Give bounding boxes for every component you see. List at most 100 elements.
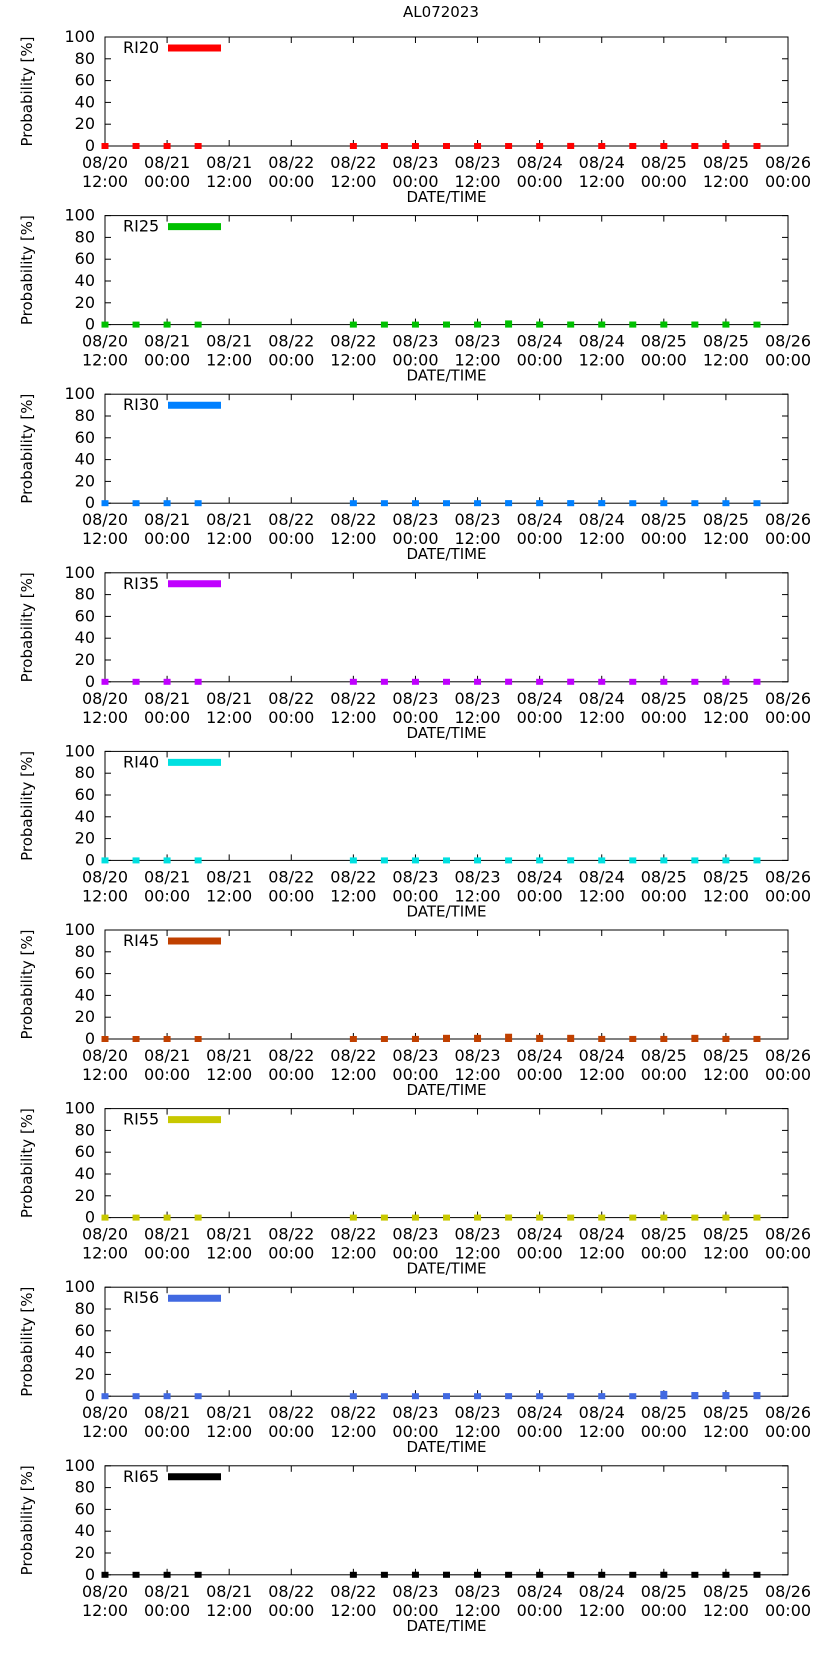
x-tick-label-time: 00:00 [765, 886, 811, 905]
y-tick-label: 60 [75, 785, 95, 804]
x-tick-label-date: 08/22 [268, 1046, 314, 1065]
x-tick-label-date: 08/24 [579, 153, 625, 172]
data-point [194, 321, 202, 328]
x-tick-label-time: 12:00 [579, 1422, 625, 1441]
data-point [629, 321, 637, 328]
chart-panel-ri20: 02040608010008/2012:0008/2100:0008/2112:… [18, 27, 811, 206]
data-point [536, 1034, 544, 1042]
x-tick-label-date: 08/25 [703, 1582, 749, 1601]
y-tick-label: 0 [85, 1565, 95, 1584]
x-tick-label-time: 00:00 [144, 708, 190, 727]
x-tick-label-date: 08/25 [641, 1582, 687, 1601]
data-point [411, 1035, 419, 1042]
x-tick-label-date: 08/23 [392, 153, 438, 172]
data-point [722, 1035, 730, 1042]
x-tick-label-date: 08/21 [206, 153, 252, 172]
y-tick-label: 0 [85, 672, 95, 691]
y-tick-label: 80 [75, 942, 95, 961]
x-tick-label-time: 12:00 [703, 351, 749, 370]
data-point [101, 500, 109, 507]
x-tick-label-time: 00:00 [641, 351, 687, 370]
data-point [505, 320, 513, 328]
data-point [536, 1214, 544, 1221]
x-tick-label-date: 08/24 [517, 510, 563, 529]
data-point [443, 143, 450, 149]
data-point [505, 857, 513, 864]
data-point [194, 1214, 202, 1221]
data-point [101, 1393, 109, 1400]
x-tick-label-time: 00:00 [641, 708, 687, 727]
data-point [349, 678, 357, 685]
data-point [380, 1571, 388, 1578]
x-tick-label-time: 00:00 [517, 1244, 563, 1263]
x-tick-label-time: 12:00 [330, 529, 376, 548]
x-tick-label-date: 08/25 [641, 1403, 687, 1422]
x-tick-label-time: 00:00 [268, 1244, 314, 1263]
x-tick-label-date: 08/25 [703, 153, 749, 172]
data-point [691, 321, 699, 328]
data-point [753, 1392, 761, 1400]
y-axis-label: Probability [%] [18, 751, 36, 861]
x-tick-label-date: 08/21 [206, 332, 252, 351]
x-tick-label-date: 08/25 [703, 867, 749, 886]
y-axis-label: Probability [%] [18, 1465, 36, 1575]
x-tick-label-date: 08/25 [703, 1046, 749, 1065]
x-tick-label-date: 08/26 [765, 1582, 811, 1601]
x-tick-label-time: 00:00 [517, 1065, 563, 1084]
x-tick-label-time: 12:00 [82, 1601, 128, 1620]
x-tick-label-date: 08/25 [703, 1403, 749, 1422]
chart-panel-ri30: 02040608010008/2012:0008/2100:0008/2112:… [18, 384, 811, 563]
x-tick-label-date: 08/24 [517, 1403, 563, 1422]
y-tick-label: 0 [85, 136, 95, 155]
data-point [660, 500, 668, 507]
x-tick-label-time: 00:00 [392, 886, 438, 905]
x-tick-label-date: 08/24 [579, 867, 625, 886]
data-point [505, 143, 513, 149]
y-tick-label: 100 [64, 920, 95, 939]
x-tick-label-date: 08/24 [517, 1046, 563, 1065]
x-tick-label-time: 00:00 [268, 529, 314, 548]
data-point [349, 143, 357, 149]
data-point [411, 500, 419, 507]
x-tick-label-date: 08/20 [82, 1403, 128, 1422]
data-point [132, 1036, 140, 1042]
data-point [380, 1036, 388, 1042]
x-tick-label-date: 08/23 [454, 1225, 500, 1244]
legend-label: RI35 [123, 574, 159, 593]
x-tick-label-date: 08/25 [703, 510, 749, 529]
legend-label: RI20 [123, 38, 159, 57]
x-tick-label-time: 12:00 [579, 172, 625, 191]
data-point [753, 857, 761, 864]
x-tick-label-date: 08/24 [517, 332, 563, 351]
x-tick-label-time: 00:00 [144, 172, 190, 191]
data-point [536, 1571, 544, 1578]
data-point [629, 1035, 637, 1042]
x-tick-label-time: 12:00 [330, 1422, 376, 1441]
data-point [536, 678, 544, 685]
x-tick-label-date: 08/20 [82, 689, 128, 708]
y-axis-label: Probability [%] [18, 1287, 36, 1397]
data-point [380, 321, 388, 328]
x-tick-label-time: 12:00 [579, 886, 625, 905]
x-tick-label-time: 00:00 [144, 886, 190, 905]
data-point [722, 678, 730, 685]
y-tick-label: 100 [64, 1099, 95, 1118]
x-tick-label-date: 08/21 [206, 867, 252, 886]
data-point [505, 1214, 513, 1221]
x-tick-label-date: 08/26 [765, 153, 811, 172]
data-point [598, 1214, 606, 1221]
x-tick-label-date: 08/23 [392, 1046, 438, 1065]
x-tick-label-date: 08/23 [392, 689, 438, 708]
data-point [163, 321, 171, 328]
x-tick-label-date: 08/24 [579, 1046, 625, 1065]
y-tick-label: 20 [75, 1186, 95, 1205]
x-tick-label-date: 08/26 [765, 1046, 811, 1065]
x-tick-label-date: 08/23 [392, 332, 438, 351]
chart-panel-ri56: 02040608010008/2012:0008/2100:0008/2112:… [18, 1277, 811, 1456]
legend-label: RI25 [123, 217, 159, 236]
data-point [691, 1214, 699, 1221]
x-tick-label-date: 08/25 [641, 689, 687, 708]
data-point [567, 1034, 575, 1042]
data-point [660, 1214, 668, 1221]
x-tick-label-time: 12:00 [703, 1601, 749, 1620]
